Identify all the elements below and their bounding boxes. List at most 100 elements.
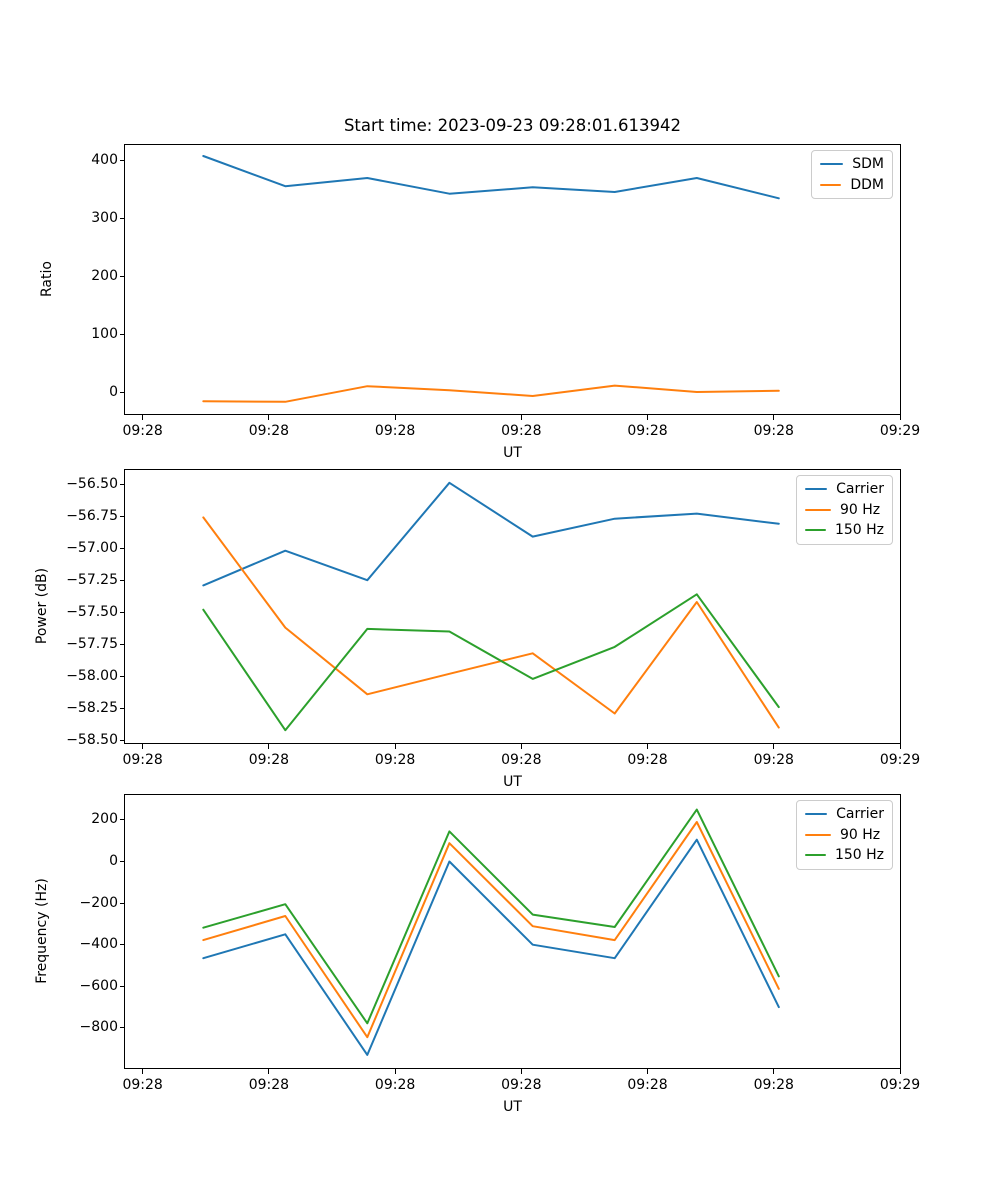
legend-entry-label: 90 Hz	[840, 501, 881, 518]
plot-area-1	[202, 481, 780, 732]
y-tick-label: −57.75	[66, 635, 118, 652]
150-hz-legend-line-sample	[805, 529, 826, 532]
x-tick-label: 09:28	[753, 752, 794, 768]
y-tick-label: −800	[79, 1019, 118, 1036]
legend-entry-150-hz: 150 Hz	[805, 845, 884, 866]
legend-entry-label: DDM	[850, 176, 884, 193]
y-tick-label: 0	[109, 853, 118, 870]
x-tick-label: 09:29	[879, 1077, 921, 1093]
90-hz-legend-line-sample	[805, 833, 831, 836]
y-tick-label: 400	[91, 152, 118, 169]
legend-entry-90-hz: 90 Hz	[805, 825, 884, 846]
x-tick	[773, 744, 775, 749]
carrier-legend-line-sample	[805, 813, 828, 816]
150-hz-line	[202, 808, 780, 1025]
carrier-line	[202, 481, 780, 587]
y-tick	[120, 547, 125, 549]
y-tick-label: −56.75	[66, 507, 118, 524]
legend-entry-sdm: SDM	[820, 154, 884, 175]
legend-0: SDM DDM	[811, 150, 893, 199]
ddm-line	[202, 384, 780, 403]
x-tick	[520, 744, 522, 749]
x-axis-label-ut-top: UT	[503, 445, 522, 461]
x-tick	[142, 1069, 144, 1074]
x-tick-label: 09:28	[753, 423, 794, 439]
legend-2: Carrier 90 Hz 150 Hz	[796, 800, 893, 870]
90-hz-legend-line-sample	[805, 508, 831, 511]
y-tick	[120, 739, 125, 741]
y-tick	[120, 392, 125, 394]
x-axis-label-ut-middle: UT	[503, 774, 522, 790]
y-tick-label: −57.00	[66, 539, 118, 556]
x-tick	[268, 415, 270, 420]
y-tick	[120, 902, 125, 904]
x-tick	[773, 415, 775, 420]
x-tick	[899, 415, 901, 420]
x-tick-label: 09:28	[501, 423, 542, 439]
legend-entry-label: 90 Hz	[840, 826, 881, 843]
x-tick	[899, 1069, 901, 1074]
axes-box-frequency	[124, 794, 901, 1069]
x-tick	[394, 415, 396, 420]
carrier-line	[202, 838, 780, 1056]
y-tick-label: −400	[79, 936, 118, 953]
legend-entry-label: Carrier	[836, 481, 884, 498]
y-tick-label: 200	[91, 811, 118, 828]
x-tick	[647, 744, 649, 749]
axes-box-ratio	[124, 144, 901, 415]
x-tick	[520, 1069, 522, 1074]
x-tick-label: 09:28	[627, 1077, 668, 1093]
x-tick-label: 09:28	[627, 423, 668, 439]
x-tick-label: 09:28	[248, 423, 290, 439]
150-hz-legend-line-sample	[805, 854, 826, 857]
x-tick	[647, 415, 649, 420]
x-tick-label: 09:28	[501, 1077, 542, 1093]
y-tick	[120, 579, 125, 581]
y-tick	[120, 515, 125, 517]
y-tick	[120, 218, 125, 220]
x-tick-label: 09:28	[122, 1077, 163, 1093]
x-tick	[142, 415, 144, 420]
legend-entry-label: SDM	[852, 156, 884, 173]
x-tick	[268, 744, 270, 749]
plot-area-0	[202, 155, 780, 403]
axes-box-power	[124, 469, 901, 744]
y-tick-label: −58.00	[66, 667, 118, 684]
x-tick	[647, 1069, 649, 1074]
y-tick	[120, 675, 125, 677]
ddm-legend-line-sample	[820, 183, 842, 186]
legend-entry-ddm: DDM	[820, 175, 884, 196]
y-tick	[120, 707, 125, 709]
x-tick-label: 09:28	[122, 423, 163, 439]
y-tick-label: −57.25	[66, 571, 118, 588]
legend-entry-label: Carrier	[836, 806, 884, 823]
x-tick-label: 09:29	[879, 752, 921, 768]
figure-title: Start time: 2023-09-23 09:28:01.613942	[343, 116, 682, 135]
x-tick	[520, 415, 522, 420]
x-tick	[899, 744, 901, 749]
x-tick-label: 09:28	[374, 1077, 416, 1093]
x-tick-label: 09:28	[753, 1077, 794, 1093]
x-tick-label: 09:28	[374, 423, 416, 439]
y-tick	[120, 160, 125, 162]
x-tick	[394, 1069, 396, 1074]
x-tick	[142, 744, 144, 749]
x-tick-label: 09:28	[627, 752, 668, 768]
carrier-legend-line-sample	[805, 488, 828, 491]
y-tick	[120, 483, 125, 485]
150-hz-line	[202, 593, 780, 732]
90-hz-line	[202, 821, 780, 1039]
sdm-line	[202, 155, 780, 200]
legend-entry-carrier: Carrier	[805, 804, 884, 825]
x-tick	[773, 1069, 775, 1074]
y-tick-label: 300	[91, 210, 118, 227]
y-tick-label: 200	[91, 268, 118, 285]
x-tick-label: 09:28	[374, 752, 416, 768]
legend-1: Carrier 90 Hz 150 Hz	[796, 475, 893, 545]
x-axis-label-ut-bottom: UT	[503, 1099, 522, 1115]
x-tick-label: 09:28	[122, 752, 163, 768]
y-tick	[120, 985, 125, 987]
y-tick	[120, 611, 125, 613]
y-tick	[120, 334, 125, 336]
